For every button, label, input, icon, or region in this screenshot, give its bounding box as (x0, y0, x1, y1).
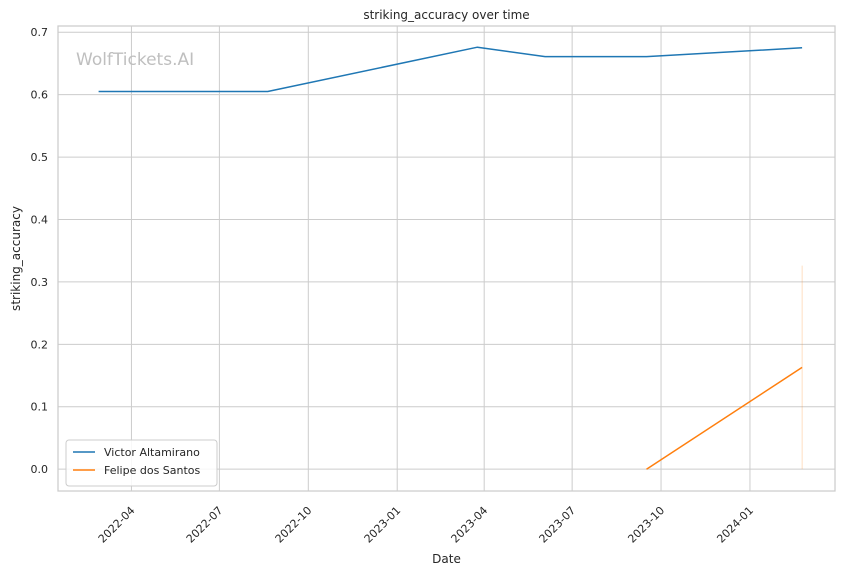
series-lines (98, 46, 803, 470)
y-tick-label: 0.4 (31, 213, 49, 226)
legend: Victor Altamirano Felipe dos Santos (65, 439, 218, 487)
x-tick-label: 2024-01 (714, 504, 756, 546)
watermark: WolfTickets.AI (76, 50, 194, 70)
series-line (98, 46, 803, 93)
legend-label: Victor Altamirano (104, 446, 200, 459)
x-tick-label: 2023-07 (537, 504, 579, 546)
y-tick-label: 0.6 (31, 89, 49, 102)
series-line (646, 366, 803, 470)
y-tick-label: 0.0 (31, 463, 49, 476)
plot-frame (57, 25, 836, 492)
x-tick-label: 2023-01 (362, 504, 404, 546)
y-tick-label: 0.5 (31, 151, 49, 164)
y-tick-label: 0.1 (31, 401, 49, 414)
grid (58, 26, 835, 491)
x-axis-ticks: 2022-04 2022-07 2022-10 2023-01 2023-04 2023-… (96, 504, 756, 546)
x-axis-label: Date (432, 552, 461, 566)
y-tick-label: 0.3 (31, 276, 49, 289)
y-tick-label: 0.7 (31, 26, 49, 39)
x-tick-label: 2023-04 (449, 504, 491, 546)
x-tick-label: 2022-04 (96, 504, 138, 546)
x-tick-label: 2022-07 (184, 504, 226, 546)
x-tick-label: 2023-10 (625, 504, 667, 546)
chart-title: striking_accuracy over time (363, 8, 529, 22)
y-tick-label: 0.2 (31, 338, 49, 351)
legend-box (65, 439, 218, 487)
x-tick-label: 2022-10 (273, 504, 315, 546)
y-axis-label: striking_accuracy (9, 206, 23, 311)
y-axis-ticks: 0.0 0.1 0.2 0.3 0.4 0.5 0.6 0.7 (31, 26, 49, 476)
legend-label: Felipe dos Santos (104, 464, 201, 477)
